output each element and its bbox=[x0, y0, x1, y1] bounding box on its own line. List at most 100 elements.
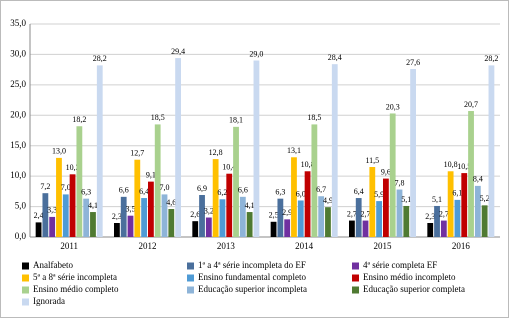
bar bbox=[35, 222, 42, 237]
bar bbox=[114, 223, 120, 237]
bar bbox=[468, 111, 474, 237]
bar bbox=[226, 173, 233, 237]
bar bbox=[325, 207, 331, 237]
legend-swatch bbox=[22, 274, 29, 282]
legend-label: 4ª série completa EF bbox=[363, 260, 437, 270]
x-tick-label: 2013 bbox=[217, 241, 236, 251]
x-tick-label: 2012 bbox=[139, 241, 157, 251]
value-label: 29,4 bbox=[171, 47, 185, 56]
bar bbox=[355, 198, 362, 237]
value-label: 28,4 bbox=[328, 53, 342, 62]
bar bbox=[270, 221, 277, 237]
y-tick-label: 20,0 bbox=[10, 109, 26, 119]
value-label: 2,9 bbox=[282, 208, 292, 217]
bar bbox=[192, 221, 199, 237]
x-tick-label: 2015 bbox=[374, 241, 393, 251]
bar bbox=[277, 198, 284, 237]
bar bbox=[396, 189, 403, 237]
bar bbox=[120, 196, 127, 237]
value-label: 7,2 bbox=[40, 182, 50, 191]
value-label: 2,3 bbox=[112, 212, 122, 221]
value-label: 6,6 bbox=[238, 186, 248, 195]
y-tick-label: 15,0 bbox=[10, 140, 26, 150]
bar bbox=[362, 220, 369, 237]
x-tick-label: 2011 bbox=[60, 241, 78, 251]
value-label: 9,1 bbox=[146, 170, 156, 179]
value-label: 6,4 bbox=[354, 187, 364, 196]
value-label: 2,7 bbox=[347, 209, 357, 218]
bar bbox=[331, 64, 338, 237]
bar bbox=[49, 216, 56, 237]
bar bbox=[434, 205, 440, 237]
value-label: 27,6 bbox=[406, 58, 420, 67]
value-label: 3,2 bbox=[204, 206, 214, 215]
value-label: 3,3 bbox=[47, 206, 57, 215]
value-label: 18,1 bbox=[229, 116, 243, 125]
bar bbox=[148, 181, 154, 237]
legend-label: Ignorada bbox=[33, 296, 65, 306]
bar bbox=[161, 194, 168, 237]
value-label: 4,1 bbox=[245, 201, 255, 210]
bar bbox=[83, 198, 90, 237]
value-label: 18,5 bbox=[151, 113, 165, 122]
value-label: 4,6 bbox=[166, 198, 176, 207]
bar bbox=[246, 212, 253, 237]
bar bbox=[318, 196, 325, 237]
bar bbox=[454, 199, 461, 237]
bar bbox=[447, 171, 454, 237]
value-label: 6,6 bbox=[119, 186, 129, 195]
bar bbox=[154, 124, 161, 237]
bar bbox=[369, 167, 376, 237]
value-label: 6,1 bbox=[452, 189, 462, 198]
legend-label: Ensino médio incompleto bbox=[363, 272, 456, 282]
bar bbox=[304, 171, 311, 237]
bar bbox=[427, 223, 434, 237]
y-tick-label: 35,0 bbox=[10, 18, 26, 28]
value-label: 6,4 bbox=[139, 187, 149, 196]
bar bbox=[175, 58, 181, 237]
y-tick-label: 30,0 bbox=[10, 48, 26, 58]
value-label: 18,2 bbox=[72, 115, 86, 124]
legend-swatch bbox=[22, 286, 29, 294]
value-label: 29,0 bbox=[249, 49, 263, 58]
bar bbox=[42, 193, 49, 237]
value-label: 6,9 bbox=[197, 184, 207, 193]
value-label: 5,1 bbox=[432, 195, 442, 204]
bar bbox=[403, 205, 410, 237]
value-label: 13,0 bbox=[52, 147, 66, 156]
value-label: 12,8 bbox=[209, 148, 223, 157]
bar bbox=[62, 194, 69, 237]
bar bbox=[239, 196, 246, 237]
value-label: 9,6 bbox=[381, 167, 391, 176]
value-label: 6,0 bbox=[296, 189, 306, 198]
x-tick-label: 2016 bbox=[452, 241, 471, 251]
legend-label: 1ª a 4ª série incompleta do EF bbox=[198, 260, 306, 270]
bar bbox=[349, 220, 355, 237]
legend-swatch bbox=[187, 274, 194, 282]
value-label: 28,2 bbox=[484, 54, 498, 63]
value-label: 4,9 bbox=[323, 196, 333, 205]
value-label: 6,7 bbox=[316, 185, 326, 194]
bar bbox=[311, 124, 318, 237]
y-tick-label: 25,0 bbox=[10, 79, 26, 89]
legend-label: Ensino médio completo bbox=[33, 284, 119, 294]
value-label: 6,3 bbox=[275, 187, 285, 196]
bar bbox=[474, 185, 481, 237]
bar bbox=[389, 113, 396, 237]
bar bbox=[488, 65, 495, 237]
value-label: 4,1 bbox=[88, 201, 98, 210]
value-label: 2,4 bbox=[34, 211, 44, 220]
bar bbox=[134, 159, 141, 237]
value-label: 20,7 bbox=[464, 100, 478, 109]
bar bbox=[410, 69, 416, 237]
x-tick-label: 2014 bbox=[295, 241, 314, 251]
bar bbox=[168, 209, 175, 237]
legend-swatch bbox=[187, 286, 194, 294]
legend-swatch bbox=[187, 262, 194, 270]
value-label: 2,7 bbox=[361, 209, 371, 218]
value-label: 8,4 bbox=[473, 175, 483, 184]
bar bbox=[481, 205, 488, 237]
bar bbox=[69, 174, 76, 237]
value-label: 2,7 bbox=[439, 209, 449, 218]
